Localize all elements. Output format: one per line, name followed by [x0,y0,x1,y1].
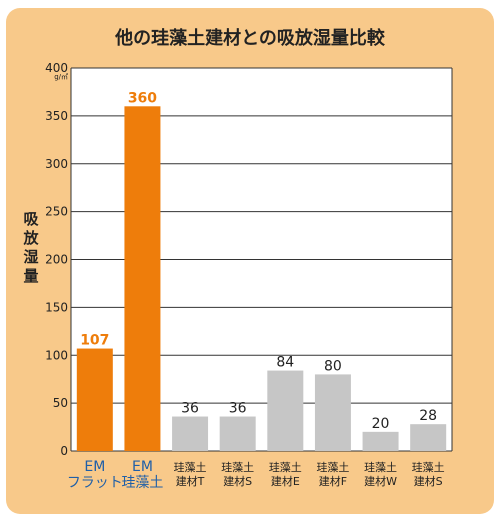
x-category-label: 建材W [364,474,397,488]
y-axis-label: 吸放湿量 [23,210,39,285]
x-category-label: 建材T [176,474,205,488]
y-tick-label: 150 [45,300,68,314]
data-label: 84 [276,355,294,371]
bar [172,416,209,451]
x-category-label: 建材S [414,474,443,488]
y-tick-label: 250 [45,205,68,219]
y-tick-label: 0 [60,444,68,458]
y-tick-label: 50 [53,396,68,410]
y-unit-label: g/㎡ [54,73,68,81]
data-label: 80 [324,358,342,374]
data-label: 20 [372,416,390,432]
bar [267,370,304,451]
data-label: 107 [80,333,109,349]
x-category-label: EM [84,459,105,475]
x-category-label: 建材F [319,474,347,488]
data-label: 360 [128,90,157,106]
bar [76,348,113,451]
y-tick-label: 400 [45,61,68,75]
data-label: 36 [229,401,247,417]
bar [124,106,161,452]
y-tick-label: 200 [45,253,68,267]
x-category-label: 珪藻土 [221,460,254,474]
x-category-label: 珪藻土 [316,460,349,474]
x-category-label: 珪藻土 [269,460,302,474]
x-category-label: 建材E [271,474,300,488]
x-category-label: 珪藻土 [364,460,397,474]
bar [314,374,351,451]
bar [362,431,399,451]
y-tick-label: 300 [45,157,68,171]
bar [410,424,447,451]
y-tick-label: 350 [45,109,68,123]
x-category-label: 珪藻土 [174,460,207,474]
chart-title: 他の珪藻土建材との吸放湿量比較 [115,28,385,49]
y-tick-label: 100 [45,348,68,362]
x-category-label: フラット [67,475,123,491]
bar [219,416,256,451]
x-category-label: EM [132,459,153,475]
x-category-label: 珪藻土 [121,475,163,491]
x-category-label: 建材S [223,474,252,488]
data-label: 36 [181,401,199,417]
data-label: 28 [419,408,437,424]
x-category-label: 珪藻土 [412,460,445,474]
